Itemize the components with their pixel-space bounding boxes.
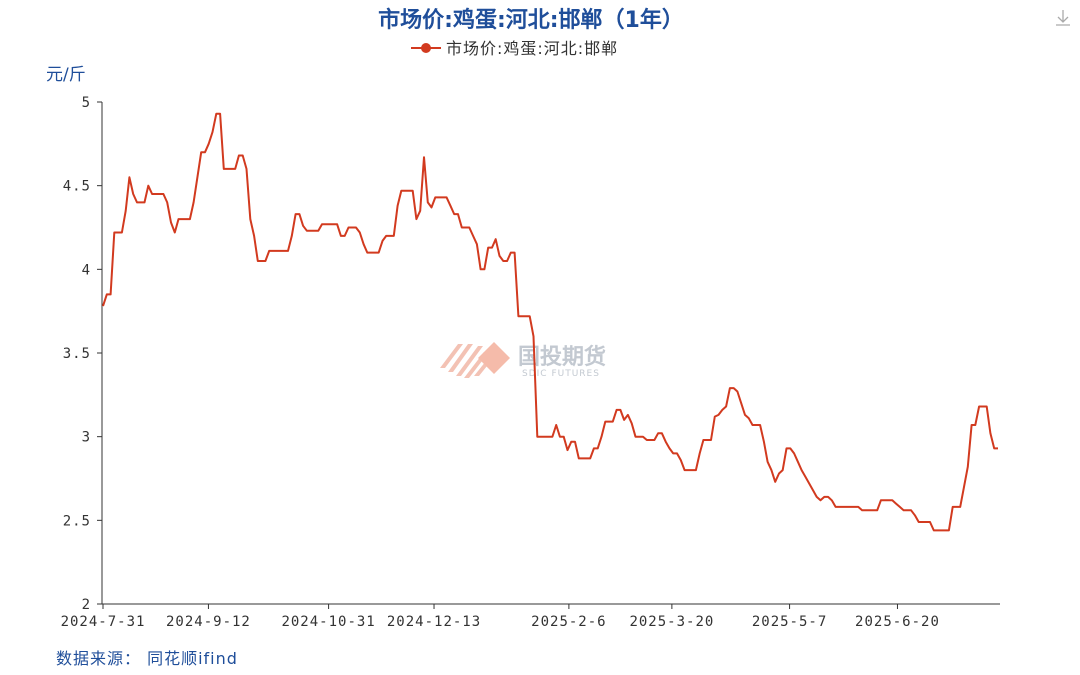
y-axis-unit: 元/斤 — [46, 65, 86, 85]
chart-title: 市场价:鸡蛋:河北:邯郸（1年） — [378, 7, 684, 33]
watermark-logo: 国投期货 SDIC FUTURES — [440, 342, 606, 379]
legend[interactable]: 市场价:鸡蛋:河北:邯郸 — [411, 39, 618, 58]
watermark-sub: SDIC FUTURES — [522, 369, 600, 379]
legend-dot-marker — [421, 43, 431, 53]
y-axis-ticks: 2 2.5 3 3.5 4 4.5 5 — [63, 95, 102, 613]
y-tick-label: 2.5 — [63, 513, 91, 529]
legend-label: 市场价:鸡蛋:河北:邯郸 — [446, 39, 618, 58]
y-tick-label: 3 — [82, 430, 91, 446]
x-tick-label: 2025-3-20 — [629, 614, 714, 630]
series-line-0[interactable] — [102, 112, 998, 532]
y-tick-label: 5 — [82, 95, 91, 111]
y-tick-label: 3.5 — [63, 346, 91, 362]
data-source-note: 数据来源： 同花顺ifind — [56, 649, 238, 668]
y-tick-label: 4 — [82, 262, 91, 278]
x-tick-label: 2025-5-7 — [752, 614, 827, 630]
series-layer — [102, 112, 998, 532]
download-icon[interactable] — [1054, 8, 1072, 28]
x-tick-label: 2024-12-13 — [387, 614, 481, 630]
x-tick-label: 2025-2-6 — [531, 614, 606, 630]
x-axis-ticks: 2024-7-31 2024-9-12 2024-10-31 2024-12-13 20… — [61, 604, 940, 630]
x-tick-label: 2024-9-12 — [166, 614, 251, 630]
x-tick-label: 2024-10-31 — [281, 614, 375, 630]
watermark-stripes — [440, 342, 510, 378]
watermark-name: 国投期货 — [518, 344, 606, 370]
y-tick-label: 2 — [82, 597, 91, 613]
x-tick-label: 2025-6-20 — [855, 614, 940, 630]
x-tick-label: 2024-7-31 — [61, 614, 146, 630]
y-tick-label: 4.5 — [63, 179, 91, 195]
